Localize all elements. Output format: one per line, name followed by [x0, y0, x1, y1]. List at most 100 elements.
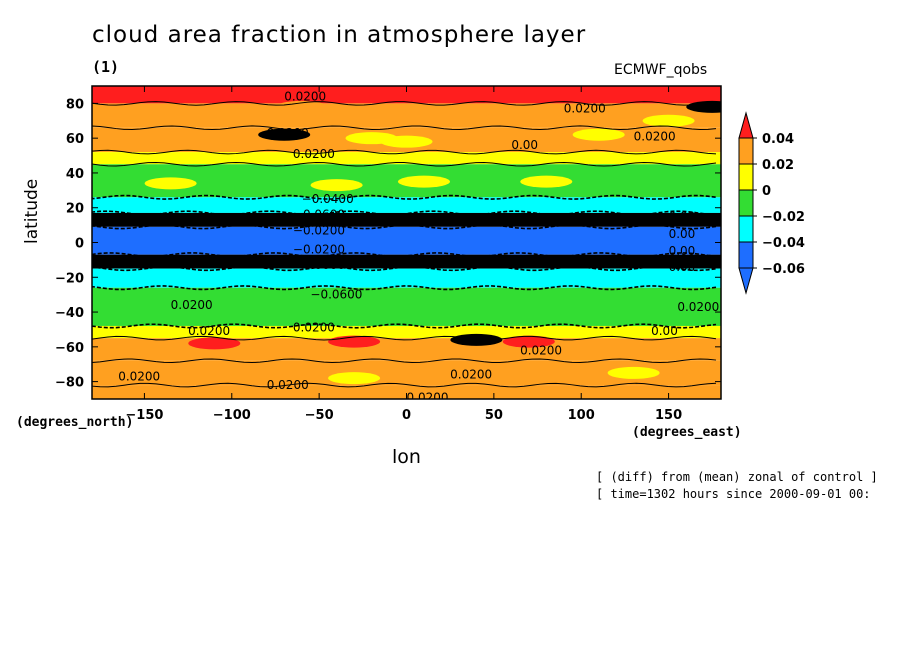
- colorbar-tick-label: 0: [762, 184, 771, 199]
- chart-subtitle: (1): [92, 58, 120, 76]
- lat-band-11: [92, 325, 721, 339]
- dataset-label: ECMWF_qobs: [614, 62, 708, 78]
- anomaly-patch-5: [642, 114, 695, 127]
- y-tick-label: −40: [55, 306, 84, 321]
- note-line-2: [ time=1302 hours since 2000-09-01 00:: [596, 487, 871, 501]
- contour-label-19: 0.0200: [677, 300, 719, 314]
- anomaly-patch-3: [380, 135, 433, 148]
- anomaly-patch-16: [258, 128, 311, 141]
- x-tick-label: −100: [213, 408, 251, 423]
- contour-label-3: 0.0200: [267, 126, 309, 140]
- contour-line-17: [92, 210, 717, 216]
- contour-label-2: 0.0200: [634, 129, 676, 143]
- contour-line--82: [92, 382, 717, 388]
- contour-label-22: 0.0200: [450, 368, 492, 382]
- y-axis-units: (degrees_north): [16, 415, 134, 430]
- y-tick-label: 80: [66, 97, 84, 112]
- contour-line-26: [92, 194, 717, 200]
- contour-label-20: 0.00: [651, 324, 678, 338]
- colorbar-tick-label: 0.04: [762, 132, 794, 147]
- lat-band-10: [92, 287, 721, 326]
- x-axis-label: lon: [392, 446, 421, 468]
- anomaly-patch-8: [397, 175, 450, 188]
- contour-line-80: [92, 101, 717, 106]
- contour-label-11: −0.0600: [310, 288, 362, 302]
- contour-label-24: 0.0200: [267, 378, 309, 392]
- y-tick-label: −80: [55, 376, 84, 391]
- contour-line--15: [92, 265, 717, 272]
- lat-band-3: [92, 152, 721, 165]
- colorbar-tick-label: −0.02: [762, 210, 805, 225]
- x-axis-units: (degrees_east): [632, 425, 742, 440]
- contour-label-25: 0.0200: [407, 390, 449, 404]
- contour-line--68: [92, 358, 717, 364]
- anomaly-patch-0: [275, 100, 328, 113]
- y-tick-label: 40: [66, 167, 84, 182]
- y-axis-label: latitude: [22, 178, 42, 244]
- colorbar-segment-0: [738, 137, 754, 165]
- contour-label-18: 0.0200: [293, 321, 335, 335]
- contour-line--7: [92, 252, 717, 258]
- lat-band-8: [92, 254, 721, 269]
- contour-label-1: 0.0200: [564, 102, 606, 116]
- anomaly-patch-9: [520, 175, 573, 188]
- contour-label-7: −0.0600: [293, 208, 345, 222]
- y-tick-label: 0: [75, 237, 84, 252]
- colorbar-triangle-bottom: [738, 267, 754, 295]
- anomaly-patch-7: [310, 179, 363, 192]
- lat-band-7: [92, 226, 721, 255]
- anomaly-patch-13: [328, 372, 381, 385]
- contour-label-4: 0.0200: [293, 147, 335, 161]
- colorbar-segment-4: [738, 241, 754, 269]
- anomaly-patch-1: [485, 111, 538, 124]
- y-axis: −80 −60 −40 −20 0 20 40 60 80: [55, 97, 721, 391]
- contour-label-5: 0.00: [511, 138, 538, 152]
- anomaly-patch-15: [450, 333, 503, 346]
- contour-line-66: [92, 125, 717, 131]
- colorbar-tick-label: −0.04: [762, 236, 805, 251]
- y-tick-label: 20: [66, 202, 84, 217]
- contour-label-15: 0.00: [669, 260, 696, 274]
- anomaly-patch-17: [686, 100, 721, 113]
- contour-label-23: 0.0200: [118, 369, 160, 383]
- contour-label-12: 0.00: [669, 209, 696, 223]
- contour-line--26: [92, 285, 717, 291]
- anomaly-patch-6: [144, 177, 197, 190]
- lat-band-5: [92, 197, 721, 213]
- anomaly-patch-11: [502, 335, 555, 348]
- contour-lines: [92, 101, 717, 388]
- contour-label-17: 0.0200: [188, 324, 230, 338]
- x-tick-label: −50: [305, 408, 334, 423]
- colorbar: 0.04 0.02 0 −0.02 −0.04 −0.06: [738, 111, 805, 295]
- contour-label-9: −0.0200: [293, 242, 345, 256]
- contour-line-52: [92, 149, 717, 155]
- contour-label-0: 0.0200: [284, 89, 326, 103]
- colorbar-segment-3: [738, 215, 754, 243]
- x-tick-label: 100: [568, 408, 595, 423]
- lat-band-0: [92, 86, 721, 104]
- x-axis: −150 −100 −50 0 50 100 150: [125, 86, 682, 423]
- x-tick-label: 0: [402, 408, 411, 423]
- contour-label-16: 0.0200: [171, 298, 213, 312]
- anomaly-patch-12: [188, 337, 241, 350]
- contour-label-8: −0.0200: [293, 223, 345, 237]
- contour-label-10: −0.0600: [293, 258, 345, 272]
- anomaly-patch-14: [607, 366, 660, 379]
- contour-label-14: 0.00: [669, 244, 696, 258]
- colorbar-triangle-top: [738, 111, 754, 139]
- contour-label-21: 0.0200: [520, 343, 562, 357]
- colorbar-tick-label: −0.06: [762, 262, 805, 277]
- lat-band-14: [92, 385, 721, 399]
- contour-line-45: [92, 161, 717, 167]
- y-tick-label: 60: [66, 132, 84, 147]
- x-tick-label: 150: [655, 408, 682, 423]
- x-tick-label: −150: [125, 408, 163, 423]
- chart-title: cloud area fraction in atmosphere layer: [92, 22, 587, 48]
- colorbar-segment-2: [738, 189, 754, 217]
- contour-line--48: [92, 323, 717, 329]
- x-tick-label: 50: [485, 408, 503, 423]
- contour-line--55: [92, 335, 717, 341]
- contour-label-13: 0.00: [669, 227, 696, 241]
- contour-line-9: [92, 224, 717, 230]
